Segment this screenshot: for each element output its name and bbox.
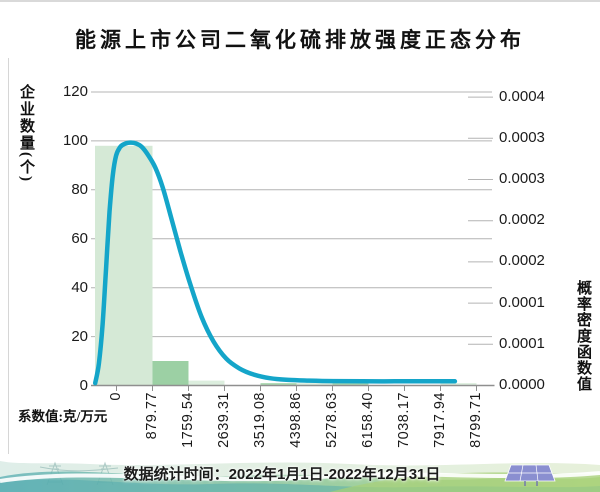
right-axis-tick-label: 0.0002	[499, 252, 545, 270]
x-axis-tick-label: 0	[108, 392, 124, 401]
histogram-bar	[260, 383, 297, 386]
right-axis-tick-label: 0.0003	[499, 128, 545, 146]
distribution-curve	[92, 140, 458, 386]
right-axis-tick-label: 0.0000	[499, 376, 545, 393]
x-axis-tick-label: 7917.94	[432, 392, 448, 448]
chart-plot-area	[91, 91, 495, 391]
right-axis-tick-label: 0.0001	[499, 293, 545, 311]
footer-banner: 数据统计时间：2022年1月1日-2022年12月31日	[0, 455, 600, 492]
right-axis-tick-label: 0.0002	[499, 211, 545, 229]
histogram-bar	[95, 145, 153, 386]
x-axis-tick-label: 3519.08	[252, 392, 268, 448]
histogram-bar	[152, 361, 189, 386]
left-axis-tick-label: 100	[62, 131, 88, 149]
x-axis-tick-label: 2639.31	[216, 392, 232, 448]
left-axis-tick-label: 20	[71, 327, 88, 345]
x-axis-tick-label: 1759.54	[180, 392, 196, 448]
left-axis-tick-label: 80	[71, 180, 88, 198]
left-axis-tick-label: 120	[62, 83, 88, 100]
footer-statistics-period: 数据统计时间：2022年1月1日-2022年12月31日	[123, 466, 441, 483]
left-axis-tick-label: 60	[71, 229, 88, 247]
x-axis-tick-label: 8799.71	[468, 392, 484, 448]
right-axis-tick-label: 0.0003	[499, 170, 545, 187]
frame-border-left	[8, 58, 9, 454]
left-axis-tick-label: 0	[79, 376, 88, 394]
x-axis-tick-label: 6158.40	[360, 392, 376, 448]
histogram-bar	[296, 383, 333, 386]
x-axis-tick-label: 5278.63	[324, 392, 340, 448]
left-axis-title: 企业数量(个)	[18, 84, 34, 183]
x-axis-tick-label: 7038.17	[396, 392, 412, 448]
x-axis-unit-label: 系数值:克/万元	[18, 409, 108, 424]
frame-border-top	[0, 0, 600, 2]
histogram-bar	[188, 380, 225, 386]
right-axis-tick-label: 0.0004	[499, 87, 545, 105]
left-axis-tick-label: 40	[71, 278, 88, 296]
x-axis-tick-label: 4398.86	[288, 392, 304, 448]
right-axis-title: 概率密度函数值	[575, 280, 591, 392]
chart-title: 能源上市公司二氧化硫排放强度正态分布	[75, 28, 525, 52]
solar-panel-icon	[504, 464, 556, 486]
right-axis-tick-label: 0.0001	[499, 334, 545, 352]
histogram-bar	[332, 383, 369, 386]
histogram-bar	[440, 383, 477, 386]
x-axis-tick-label: 879.77	[144, 392, 160, 440]
footer-wave-decoration	[0, 455, 600, 492]
